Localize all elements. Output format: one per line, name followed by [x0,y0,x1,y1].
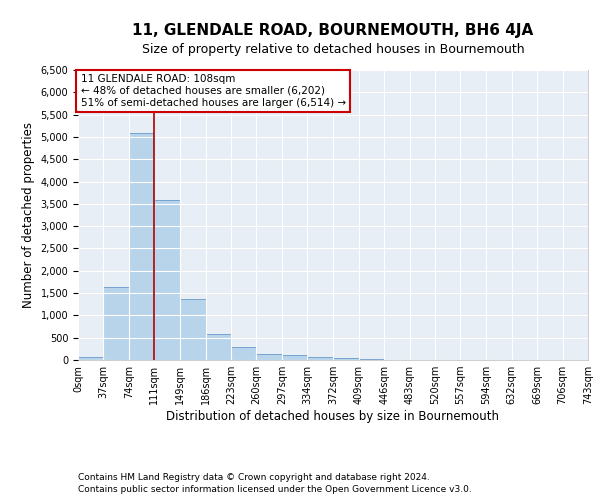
Bar [154,200,179,360]
Bar [334,358,359,360]
Text: Contains HM Land Registry data © Crown copyright and database right 2024.: Contains HM Land Registry data © Crown c… [78,472,430,482]
Bar [103,288,129,360]
Text: Size of property relative to detached houses in Bournemouth: Size of property relative to detached ho… [142,42,524,56]
Text: Contains public sector information licensed under the Open Government Licence v3: Contains public sector information licen… [78,485,472,494]
Bar [231,347,256,360]
Y-axis label: Number of detached properties: Number of detached properties [22,122,35,308]
Bar [256,354,282,360]
Bar [129,133,154,360]
Text: 11 GLENDALE ROAD: 108sqm
← 48% of detached houses are smaller (6,202)
51% of sem: 11 GLENDALE ROAD: 108sqm ← 48% of detach… [80,74,346,108]
Bar [180,299,206,360]
Bar [307,356,332,360]
Bar [282,355,307,360]
Bar [78,358,103,360]
Bar [206,334,231,360]
X-axis label: Distribution of detached houses by size in Bournemouth: Distribution of detached houses by size … [167,410,499,423]
Bar [359,358,384,360]
Text: 11, GLENDALE ROAD, BOURNEMOUTH, BH6 4JA: 11, GLENDALE ROAD, BOURNEMOUTH, BH6 4JA [133,22,533,38]
